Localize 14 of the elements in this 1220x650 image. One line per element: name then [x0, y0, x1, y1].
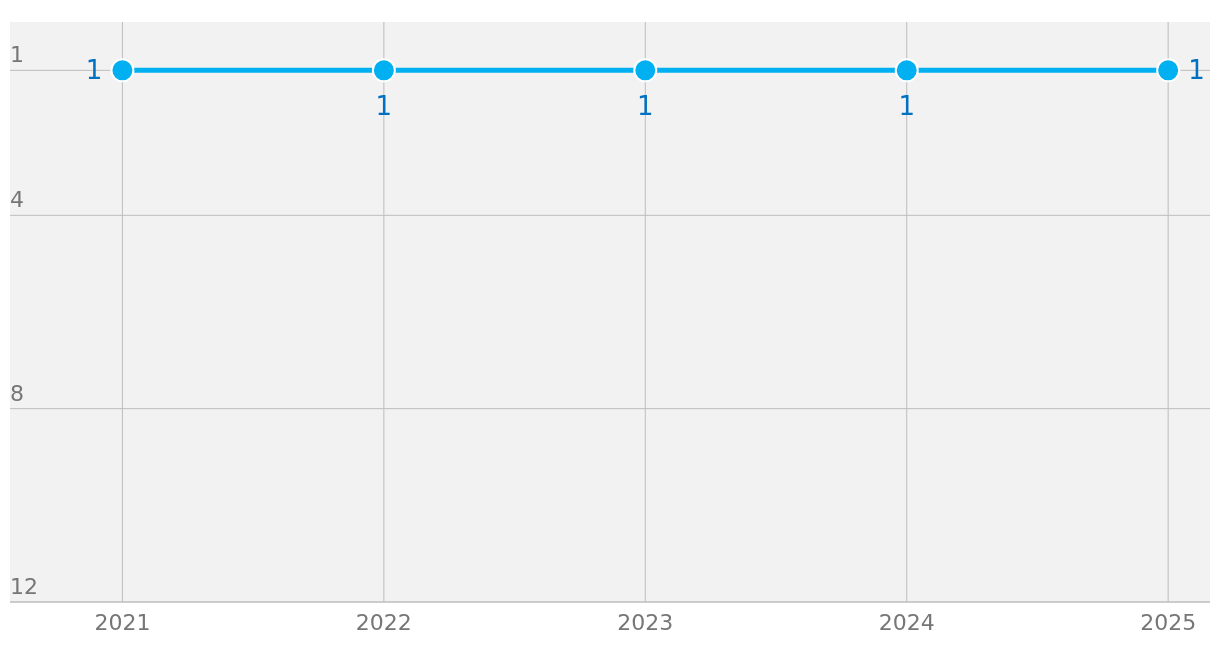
x-tick-label: 2022	[355, 610, 412, 635]
x-tick-label: 2023	[617, 610, 674, 635]
x-tick-label: 2021	[94, 610, 151, 635]
data-label: 1	[375, 91, 393, 122]
y-tick-label: 12	[10, 574, 38, 599]
data-label: 1	[85, 55, 103, 86]
x-tick-label: 2025	[1140, 610, 1197, 635]
data-label: 1	[637, 91, 654, 122]
y-tick-label: 4	[10, 187, 24, 213]
data-label: 1	[898, 91, 916, 122]
y-tick-label: 8	[10, 380, 24, 406]
y-tick-label: 1	[10, 42, 24, 68]
x-tick-label: 2024	[878, 610, 935, 635]
data-label: 1	[1188, 55, 1205, 86]
